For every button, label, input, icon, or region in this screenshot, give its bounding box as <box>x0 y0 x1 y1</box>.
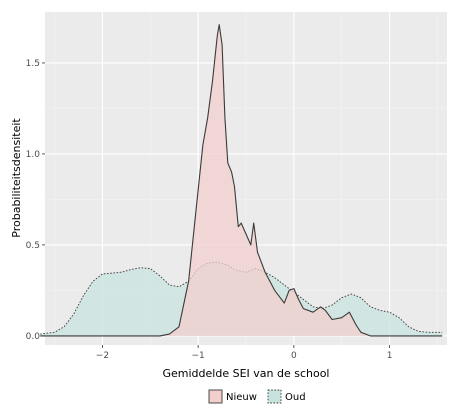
density-line-oud <box>40 261 443 335</box>
y-tick-label: 1.5 <box>26 59 40 69</box>
y-axis-title: Probabiliteitsdensiteit <box>10 118 23 238</box>
y-tick-label: 1.0 <box>26 150 41 160</box>
x-axis: −2 −1 0 1 <box>96 345 393 361</box>
density-area-nieuw <box>40 24 443 336</box>
x-tick-label: −1 <box>192 351 205 361</box>
y-tick-label: 0.5 <box>26 241 40 251</box>
x-tick-label: 1 <box>387 351 393 361</box>
legend-label-oud: Oud <box>285 392 306 403</box>
x-tick-label: 0 <box>291 351 297 361</box>
legend-label-nieuw: Nieuw <box>226 392 257 403</box>
x-tick-label: −2 <box>96 351 109 361</box>
legend: Nieuw Oud <box>208 389 306 404</box>
legend-key-oud <box>267 389 282 404</box>
y-tick-label: 0.0 <box>26 332 41 342</box>
density-line-nieuw <box>40 24 443 337</box>
series-layer <box>40 24 443 337</box>
x-axis-title: Gemiddelde SEI van de school <box>162 367 329 380</box>
y-axis: 0.0 0.5 1.0 1.5 <box>26 59 45 342</box>
legend-key-nieuw <box>208 389 223 404</box>
